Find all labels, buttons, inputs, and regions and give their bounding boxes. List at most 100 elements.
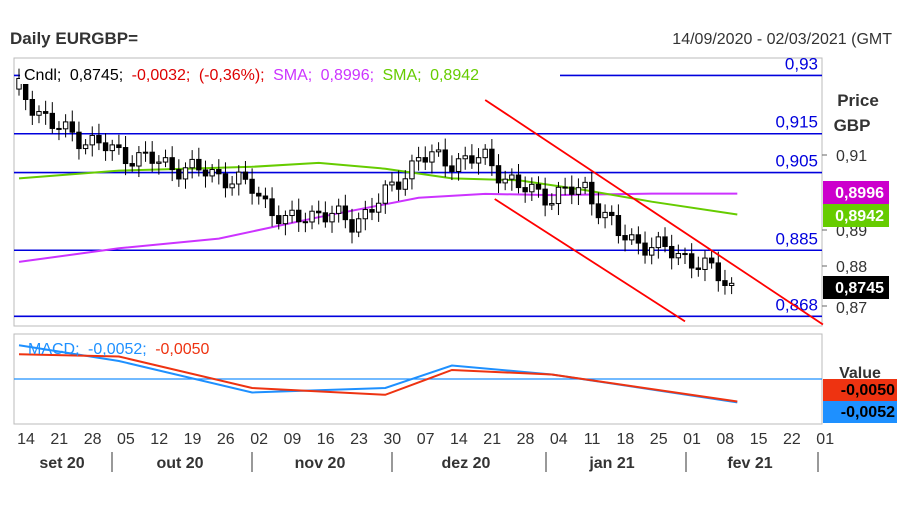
candle-body: [475, 157, 482, 164]
day-tick: 04: [550, 431, 568, 448]
candle-body: [409, 160, 415, 180]
candle-body: [222, 173, 229, 189]
legend-cndl-close: 0,8745;: [70, 67, 123, 84]
candle-body: [582, 181, 588, 189]
candle-body: [469, 155, 475, 164]
day-tick: 07: [417, 431, 435, 448]
candle-body: [622, 235, 628, 241]
candle-body: [89, 134, 95, 146]
candle-body: [535, 183, 542, 190]
sma-fast-line: [18, 161, 738, 216]
price-panel-frame: [13, 57, 823, 327]
day-tick: 14: [450, 431, 468, 448]
sma1-tag: [823, 181, 889, 204]
date-range: 14/09/2020 - 02/03/2021 (GMT: [672, 31, 892, 48]
day-tick: 14: [17, 431, 35, 448]
candle-body: [349, 219, 355, 233]
candle-body: [389, 181, 395, 186]
candle-body: [589, 181, 595, 205]
candle-body: [522, 187, 528, 193]
candle-body: [102, 142, 109, 152]
channel-lower-line: [494, 198, 686, 323]
month-label: dez 20: [442, 455, 491, 472]
x-axis: 14 21 28 05 12 19 26 02 09 16 23 30 07 14 21 28 04 11 18 25…: [17, 431, 834, 472]
price-tick: 0,91: [836, 148, 867, 165]
candle-body: [362, 209, 369, 220]
legend-cndl-label: Cndl;: [24, 67, 61, 84]
candle-body: [575, 187, 582, 195]
day-tick: 19: [184, 431, 202, 448]
day-tick: 02: [250, 431, 268, 448]
candle-body: [256, 192, 262, 197]
day-tick: 05: [117, 431, 135, 448]
candle-body: [602, 211, 608, 219]
day-tick: 23: [350, 431, 368, 448]
candle-body: [515, 174, 522, 189]
candle-body: [309, 210, 315, 223]
day-tick: 16: [317, 431, 335, 448]
candle-body: [609, 211, 615, 217]
price-axis-ticks: 0,91 0,89 0,88 0,87: [822, 148, 867, 317]
candle-body: [369, 209, 375, 213]
candle-body: [509, 174, 515, 180]
candle-body: [169, 157, 175, 171]
candle-body: [149, 151, 155, 164]
candle-body: [62, 121, 69, 130]
value-tags: 0,8996 0,8942 0,8745 -0,0050 -0,0052: [823, 181, 897, 423]
candle-body: [395, 181, 402, 190]
candle-body: [382, 184, 389, 204]
candle-body: [76, 131, 82, 150]
price-legend: Cndl; 0,8745; -0,0032; (-0,36%); SMA; 0,…: [24, 67, 479, 84]
candle-body: [542, 188, 548, 206]
macd-legend-macd: -0,0052;: [88, 341, 147, 358]
legend-sma1-value: 0,8996;: [321, 67, 374, 84]
candle-body: [69, 121, 75, 133]
candle-body: [329, 212, 335, 223]
level-label: 0,885: [775, 229, 818, 248]
candle-body: [728, 282, 735, 286]
candle-body: [722, 280, 728, 286]
signal-tag-text: -0,0050: [841, 382, 895, 399]
chart-title: Daily EURGBP=: [10, 29, 138, 48]
candle-body: [49, 112, 55, 129]
candle-body: [36, 111, 42, 116]
candle-body: [302, 221, 309, 224]
candle-body: [649, 247, 655, 256]
candle-body: [156, 161, 162, 164]
price-tick: 0,88: [836, 259, 867, 276]
candle-body: [462, 155, 468, 160]
candle-body: [296, 209, 302, 223]
month-label: nov 20: [295, 455, 346, 472]
candle-body: [209, 169, 215, 177]
macd-legend-label: MACD;: [28, 341, 80, 358]
legend-sma2-value: 0,8942: [430, 67, 479, 84]
day-tick: 28: [84, 431, 102, 448]
price-axis-title-2: GBP: [834, 116, 871, 135]
price-tick: 0,87: [836, 300, 867, 317]
candle-body: [242, 171, 249, 180]
candle-body: [262, 195, 269, 200]
candle-body: [182, 167, 189, 180]
macd-axis-title: Value: [839, 365, 881, 382]
candle-body: [529, 183, 535, 193]
candle-body: [702, 257, 708, 270]
candle-body: [595, 203, 602, 219]
day-tick: 21: [483, 431, 501, 448]
candle-body: [82, 144, 89, 150]
month-label: out 20: [156, 455, 203, 472]
candle-body: [282, 215, 289, 225]
candle-body: [355, 218, 362, 233]
candle-body: [316, 210, 322, 214]
day-tick: 15: [750, 431, 768, 448]
candle-body: [176, 169, 182, 180]
level-label: 0,93: [785, 54, 818, 73]
candle-body: [549, 203, 555, 206]
day-tick: 21: [50, 431, 68, 448]
candle-body: [495, 165, 502, 184]
candle-body: [236, 171, 242, 185]
candle-body: [342, 205, 349, 221]
candle-body: [322, 212, 329, 223]
day-tick: 08: [716, 431, 734, 448]
